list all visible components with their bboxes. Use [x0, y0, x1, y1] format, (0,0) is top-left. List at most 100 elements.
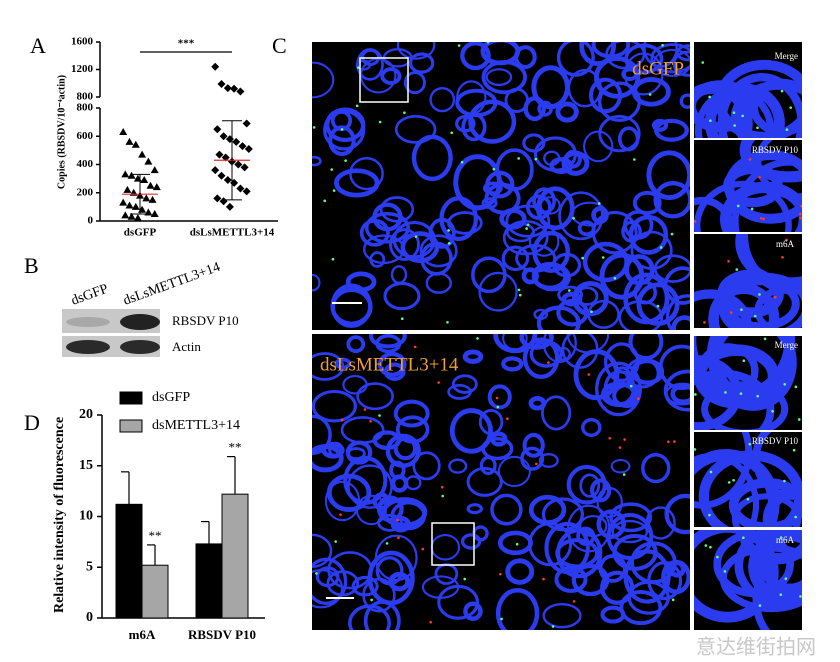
signal: [784, 577, 788, 580]
cell-wall: [665, 294, 690, 330]
cell-wall: [573, 349, 620, 401]
cell-wall: [447, 211, 483, 235]
signal: [400, 317, 404, 320]
cell-wall: [541, 395, 572, 431]
cell-wall: [653, 181, 690, 219]
cell-wall: [658, 344, 690, 391]
cell-wall: [588, 77, 623, 114]
cell-wall: [668, 560, 686, 578]
data-point: [213, 125, 222, 134]
cell-wall: [575, 286, 599, 306]
cell-wall: [326, 473, 372, 512]
signal: [608, 436, 612, 440]
signal: [385, 542, 389, 545]
texture: [694, 432, 802, 527]
signal: [709, 545, 712, 549]
signal: [742, 536, 745, 540]
signal: [800, 204, 802, 208]
data-point: [234, 160, 243, 169]
signal: [758, 293, 761, 296]
cell-wall: [636, 282, 680, 326]
data-point: [242, 187, 251, 196]
cell-wall: [312, 155, 322, 167]
signal: [429, 620, 432, 624]
watermark: 意达维街拍网: [696, 635, 816, 659]
data-point: [219, 197, 228, 206]
cell-wall: [372, 202, 403, 232]
cell-wall: [571, 201, 608, 227]
signal: [799, 595, 802, 598]
cell-wall: [455, 88, 498, 118]
signal: [785, 128, 789, 132]
y-tick-label: 400: [77, 158, 94, 170]
signal: [763, 337, 767, 341]
cell-wall: [723, 164, 783, 208]
signal: [340, 418, 344, 422]
signal: [517, 288, 521, 292]
data-point: [211, 166, 220, 175]
cell-wall: [501, 245, 530, 271]
data-point: [133, 214, 142, 222]
cell-wall: [531, 65, 570, 110]
signal: [413, 345, 417, 349]
cell-wall: [671, 315, 690, 330]
signal: [440, 485, 444, 489]
cell-wall: [650, 43, 690, 74]
signal: [735, 268, 739, 271]
cell-wall: [369, 251, 386, 268]
cell-wall: [556, 528, 603, 579]
signal: [460, 160, 464, 164]
signal: [517, 157, 520, 160]
panel-letter: C: [272, 33, 287, 58]
signal: [648, 93, 652, 96]
signal: [476, 337, 479, 340]
signal: [701, 61, 705, 64]
cell-wall: [505, 558, 535, 585]
legend-swatch: [119, 419, 143, 433]
signal: [572, 216, 575, 220]
cell-wall: [460, 42, 491, 71]
cell-wall: [380, 67, 402, 85]
cell-wall: [328, 441, 344, 458]
signal: [396, 518, 399, 522]
texture: [694, 59, 802, 138]
signal: [506, 417, 509, 421]
signal: [369, 419, 372, 423]
inset-label: RBSDV P10: [752, 436, 799, 446]
inset-label: Merge: [775, 51, 798, 61]
cell-wall: [493, 334, 538, 354]
signal: [670, 232, 674, 236]
cell-wall: [752, 550, 802, 630]
data-point: [223, 176, 232, 185]
data-point: [219, 132, 228, 141]
condition-label: dsLsMETTL3+14: [320, 354, 459, 375]
condition-label: dsGFP: [632, 58, 684, 79]
cell-wall: [490, 493, 523, 526]
cell-wall: [375, 556, 404, 586]
cell-wall: [468, 99, 517, 144]
cell-wall: [483, 181, 503, 195]
cell-wall: [558, 191, 604, 241]
data-point: [150, 209, 159, 217]
cell-wall: [597, 81, 642, 123]
cell-wall: [583, 130, 614, 163]
cell-wall: [598, 554, 627, 583]
cell-wall: [388, 571, 411, 592]
cell-wall: [390, 474, 409, 493]
data-point: [223, 84, 232, 93]
signal: [518, 293, 522, 297]
cell-wall: [377, 351, 407, 378]
signal: [742, 359, 746, 363]
signal: [581, 256, 584, 260]
data-point: [221, 153, 230, 162]
cell-wall: [619, 590, 663, 626]
signal: [403, 111, 406, 114]
data-point: [211, 62, 220, 71]
cell-wall: [312, 533, 333, 569]
cell-wall: [641, 452, 671, 484]
blot-band: [120, 340, 160, 354]
signal: [673, 440, 676, 443]
data-point: [232, 137, 241, 146]
legend-label: dsMETTL3+14: [152, 418, 240, 433]
signal: [331, 257, 335, 261]
